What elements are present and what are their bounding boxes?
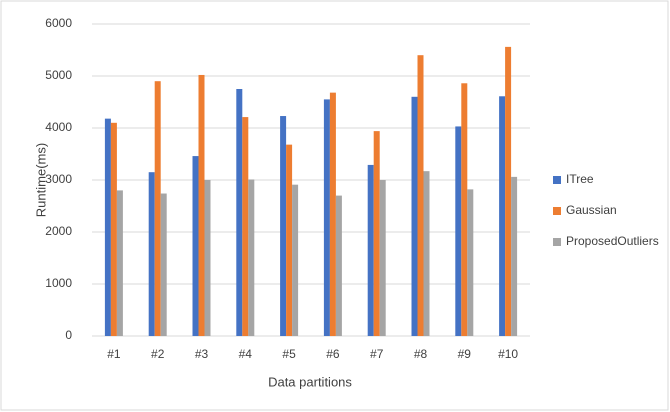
bar <box>116 190 123 336</box>
bar <box>455 126 462 336</box>
bar <box>198 74 205 337</box>
y-tick-label: 5000 <box>45 68 72 82</box>
x-tick-label: #10 <box>498 347 518 361</box>
bar <box>248 179 255 336</box>
bar <box>329 92 336 336</box>
bar <box>154 81 161 336</box>
bar <box>286 144 293 336</box>
x-tick-label: #1 <box>107 347 121 361</box>
bar <box>505 46 512 336</box>
x-tick-label: #6 <box>326 347 340 361</box>
legend-label: Gaussian <box>566 203 617 217</box>
bar <box>335 195 342 336</box>
legend-swatch <box>553 207 561 215</box>
bar <box>204 180 211 336</box>
y-tick-label: 0 <box>65 328 72 342</box>
bar <box>160 193 167 336</box>
bar <box>242 117 249 336</box>
x-tick-label: #5 <box>282 347 296 361</box>
bar <box>104 118 111 336</box>
x-tick-label: #8 <box>414 347 428 361</box>
bar <box>467 189 474 336</box>
bar <box>411 96 418 336</box>
y-tick-label: 1000 <box>45 276 72 290</box>
y-axis-title: Runtime(ms) <box>33 143 48 217</box>
y-tick-label: 2000 <box>45 224 72 238</box>
legend-swatch <box>553 238 561 246</box>
bar <box>280 116 287 336</box>
bar <box>148 172 155 336</box>
x-tick-label: #9 <box>458 347 472 361</box>
bar <box>417 55 424 336</box>
y-tick-label: 6000 <box>45 16 72 30</box>
legend-label: ProposedOutliers <box>566 234 659 248</box>
y-tick-label: 3000 <box>45 172 72 186</box>
bar <box>236 89 243 336</box>
bar <box>373 131 380 336</box>
bar <box>379 180 386 336</box>
y-tick-label: 4000 <box>45 120 72 134</box>
bar <box>367 164 374 336</box>
bar <box>192 156 199 336</box>
x-tick-label: #2 <box>151 347 165 361</box>
bar <box>292 184 299 336</box>
x-axis-title: Data partitions <box>268 374 352 389</box>
bar <box>511 176 518 336</box>
x-tick-label: #3 <box>195 347 209 361</box>
bar <box>461 83 468 336</box>
x-tick-label: #4 <box>239 347 253 361</box>
bar <box>423 171 430 336</box>
legend-swatch <box>553 176 561 184</box>
bar <box>499 96 506 336</box>
legend-label: ITree <box>566 172 594 186</box>
bar <box>323 99 330 337</box>
bar <box>110 122 117 336</box>
x-tick-label: #7 <box>370 347 384 361</box>
